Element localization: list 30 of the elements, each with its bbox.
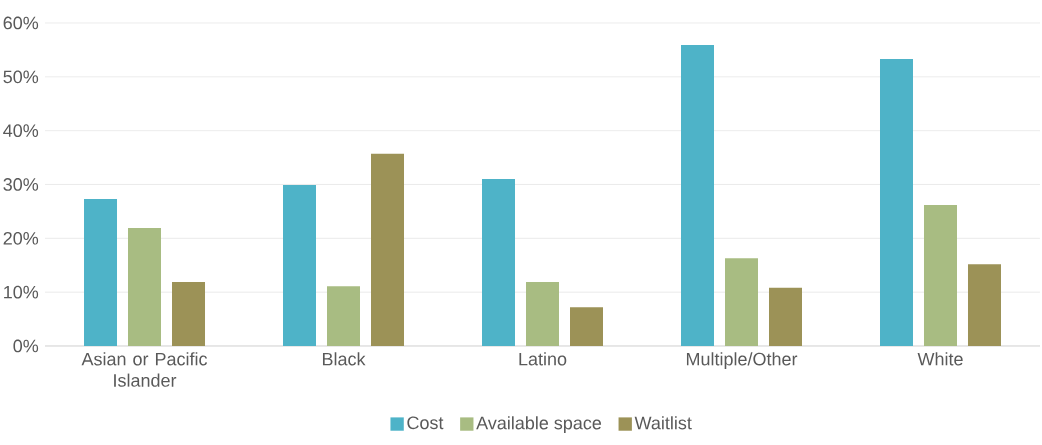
x-tick-label: Asian or Pacific Islander xyxy=(81,352,208,387)
y-tick-label: 40% xyxy=(3,124,39,138)
bar xyxy=(371,153,405,346)
legend-label: Cost xyxy=(407,416,444,430)
bar xyxy=(769,287,802,346)
y-tick-label: 10% xyxy=(4,285,39,299)
bar xyxy=(283,185,316,346)
bar xyxy=(128,228,162,346)
y-tick-label: 0% xyxy=(13,339,39,353)
x-tick-label: Multiple/Other xyxy=(686,352,798,370)
bar xyxy=(570,307,603,346)
legend-label: Available space xyxy=(476,416,602,433)
bar xyxy=(725,258,758,346)
bar xyxy=(526,281,559,346)
bar xyxy=(923,204,957,346)
y-tick-label: 50% xyxy=(3,70,39,84)
y-tick-label: 60% xyxy=(3,16,39,30)
x-tick-label: Latino xyxy=(519,352,567,366)
bar xyxy=(880,59,913,346)
y-tick-label: 20% xyxy=(3,231,39,245)
x-tick-label: White xyxy=(917,352,963,366)
bar xyxy=(327,286,361,346)
bar xyxy=(172,281,206,346)
bar xyxy=(968,264,1001,346)
legend-label: Waitlist xyxy=(634,416,692,430)
bar xyxy=(84,199,118,346)
bar xyxy=(482,179,515,346)
bar xyxy=(681,45,714,346)
x-tick-label: Black xyxy=(322,352,366,366)
y-tick-label: 30% xyxy=(3,178,39,191)
